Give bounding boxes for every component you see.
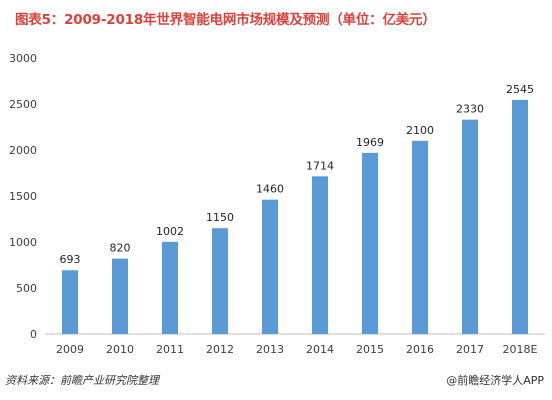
bar xyxy=(262,199,278,334)
x-tick-label: 2014 xyxy=(306,343,334,356)
x-tick-label: 2012 xyxy=(206,343,234,356)
x-tick-label: 2017 xyxy=(456,343,484,356)
bar-chart: 0 500 1000 1500 2000 2500 3000 693 2009 820 2010 10… xyxy=(9,52,545,356)
x-tick-label: 2009 xyxy=(56,343,84,356)
x-tick-label: 2011 xyxy=(156,343,184,356)
data-label: 1460 xyxy=(256,183,284,196)
data-label: 1002 xyxy=(156,225,184,238)
bar xyxy=(112,258,128,334)
y-tick-label: 1000 xyxy=(9,236,37,249)
data-label: 820 xyxy=(110,242,131,255)
y-tick-label: 0 xyxy=(30,328,37,341)
bar xyxy=(62,270,78,334)
data-label: 2330 xyxy=(456,103,484,116)
x-tick-label: 2016 xyxy=(406,343,434,356)
x-tick-label: 2018E xyxy=(503,343,538,356)
data-label: 2545 xyxy=(506,83,534,96)
x-tick-label: 2010 xyxy=(106,343,134,356)
bar xyxy=(362,152,378,334)
y-tick-label: 500 xyxy=(16,282,37,295)
x-tick-label: 2013 xyxy=(256,343,284,356)
data-label: 2100 xyxy=(406,124,434,137)
y-tick-label: 2500 xyxy=(9,98,37,111)
bar xyxy=(162,241,178,334)
bar xyxy=(462,119,478,334)
y-tick-label: 2000 xyxy=(9,144,37,157)
bar xyxy=(312,176,328,334)
y-tick-label: 1500 xyxy=(9,190,37,203)
bar xyxy=(412,140,428,334)
x-tick-label: 2015 xyxy=(356,343,384,356)
source-note: 资料来源：前瞻产业研究院整理 xyxy=(5,374,159,387)
bar xyxy=(212,228,228,334)
data-label: 1969 xyxy=(356,136,384,149)
data-label: 1714 xyxy=(306,159,334,172)
data-label: 1150 xyxy=(206,211,234,224)
brand-credit: @前瞻经济学人APP xyxy=(446,374,544,387)
chart-title: 图表5：2009-2018年世界智能电网市场规模及预测（单位：亿美元） xyxy=(15,12,436,28)
y-tick-label: 3000 xyxy=(9,52,37,65)
bar xyxy=(512,99,528,334)
data-label: 693 xyxy=(60,253,81,266)
